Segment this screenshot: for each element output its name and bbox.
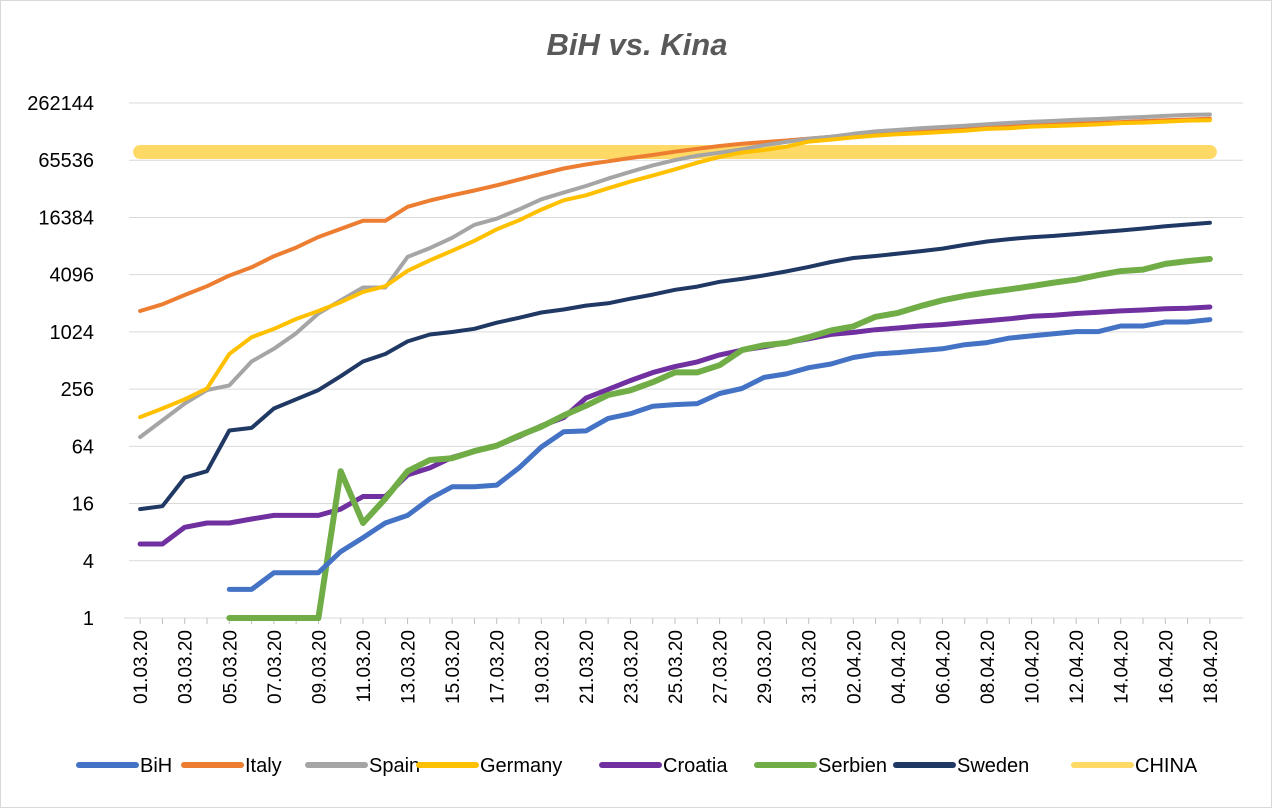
- legend-label-germany: Germany: [480, 755, 562, 777]
- series-line-sweden: [138, 220, 1212, 512]
- x-tick-label: 23.03.20: [621, 630, 642, 704]
- legend-label-italy: Italy: [245, 755, 282, 777]
- legend-label-sweden: Sweden: [957, 755, 1029, 777]
- y-tick-label: 262144: [27, 93, 94, 115]
- x-tick-label: 27.03.20: [711, 630, 732, 704]
- x-tick-label: 03.03.20: [176, 630, 197, 704]
- y-tick-label: 1024: [50, 322, 95, 344]
- series-line-bih: [226, 317, 1213, 592]
- x-tick-label: 29.03.20: [755, 630, 776, 704]
- x-tick-label: 02.04.20: [844, 630, 865, 704]
- x-tick-label: 17.03.20: [488, 630, 509, 704]
- series-line-germany: [138, 118, 1212, 420]
- legend-label-croatia: Croatia: [663, 755, 728, 777]
- x-tick-label: 31.03.20: [800, 630, 821, 704]
- x-tick-label: 09.03.20: [309, 630, 330, 704]
- series-line-serbien: [226, 256, 1213, 621]
- x-tick-label: 25.03.20: [666, 630, 687, 704]
- legend: BiH Italy Spain Germany Croatia Serbien Sweden…: [76, 755, 1198, 777]
- grid-lines: [129, 102, 1243, 619]
- series-lines: [133, 112, 1217, 621]
- y-axis: 1 4 16 64 256 1024 4096 16384 65536 262144: [27, 93, 94, 630]
- x-tick-label: 11.03.20: [354, 630, 375, 703]
- y-tick-label: 16: [72, 494, 94, 516]
- x-tick-label: 13.03.20: [399, 630, 420, 704]
- x-tick-label: 19.03.20: [532, 630, 553, 704]
- y-tick-label: 64: [72, 436, 94, 458]
- series-line-spain: [138, 112, 1212, 440]
- x-tick-label: 05.03.20: [220, 630, 241, 704]
- x-tick-label: 14.04.20: [1112, 630, 1133, 704]
- y-tick-label: 65536: [38, 150, 94, 172]
- x-tick-label: 21.03.20: [577, 630, 598, 704]
- x-axis: 01.03.20 03.03.20 05.03.20 07.03.20 09.03.20…: [124, 617, 1243, 704]
- x-tick-label: 08.04.20: [978, 630, 999, 704]
- legend-label-china: CHINA: [1135, 755, 1198, 777]
- legend-label-serbien: Serbien: [818, 755, 887, 777]
- y-tick-label: 4096: [50, 265, 95, 287]
- legend-label-spain: Spain: [369, 755, 420, 777]
- y-tick-label: 16384: [38, 207, 94, 229]
- y-tick-label: 1: [83, 608, 94, 630]
- x-tick-label: 07.03.20: [265, 630, 286, 704]
- x-tick-label: 04.04.20: [889, 630, 910, 704]
- x-tick-label: 18.04.20: [1201, 630, 1222, 704]
- x-tick-label: 15.03.20: [443, 630, 464, 704]
- y-tick-label: 4: [83, 551, 94, 573]
- chart-title: BiH vs. Kina: [547, 27, 728, 62]
- series-line-croatia: [137, 304, 1213, 547]
- x-tick-label: 12.04.20: [1067, 630, 1088, 704]
- legend-label-bih: BiH: [140, 755, 172, 777]
- x-tick-label: 06.04.20: [933, 630, 954, 704]
- y-tick-label: 256: [61, 379, 94, 401]
- x-tick-label: 10.04.20: [1023, 630, 1044, 704]
- x-tick-label: 01.03.20: [131, 630, 152, 704]
- x-tick-label: 16.04.20: [1156, 630, 1177, 704]
